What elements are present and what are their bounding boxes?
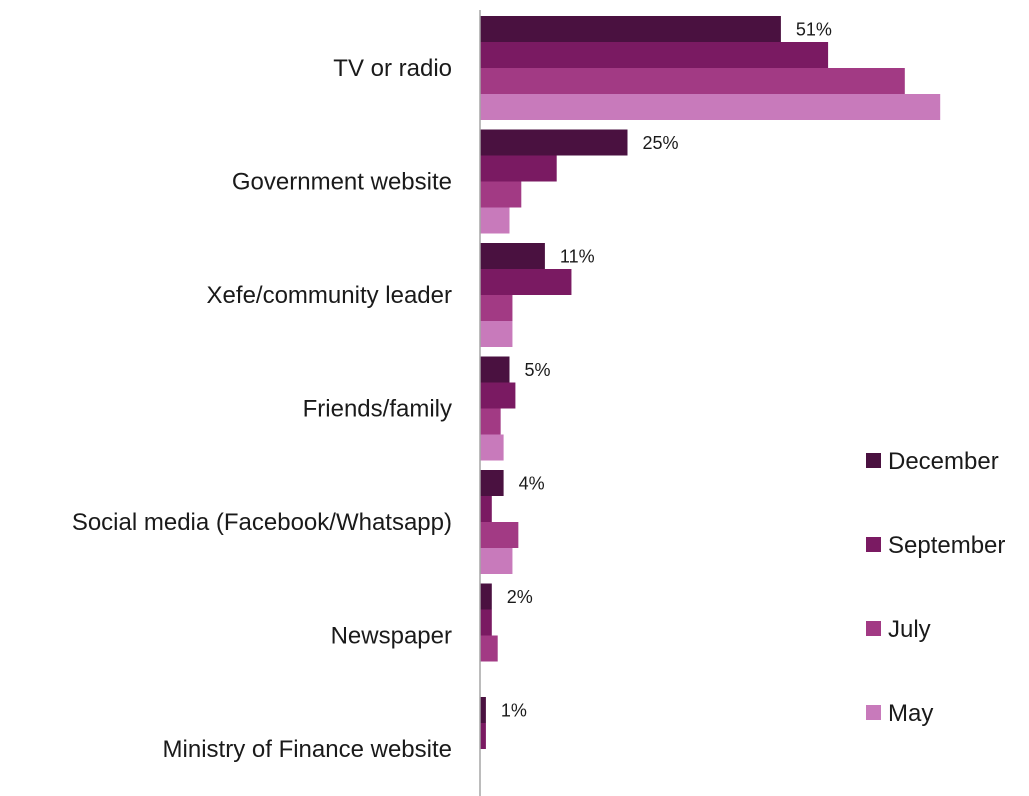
bar-july-friends-family [480, 408, 501, 435]
bar-december-xefe-community-leader [480, 243, 545, 269]
bar-december-newspaper [480, 583, 492, 610]
data-label: 25% [643, 133, 679, 153]
bars-layer [480, 16, 941, 749]
bar-december-tv-or-radio [480, 16, 781, 42]
bar-september-newspaper [480, 609, 492, 636]
bar-december-friends-family [480, 356, 510, 383]
legend: December September July May [866, 448, 1005, 727]
category-label: TV or radio [333, 55, 452, 82]
bar-may-xefe-community-leader [480, 321, 513, 347]
data-label: 4% [519, 474, 545, 494]
legend-label-may: May [888, 700, 933, 727]
legend-swatch-december [866, 453, 881, 468]
bar-september-ministry-of-finance-website [480, 723, 486, 749]
bar-july-government-website [480, 181, 522, 208]
bar-july-social-media-facebook-whatsapp [480, 522, 519, 548]
data-label: 2% [507, 587, 533, 607]
bar-july-newspaper [480, 635, 498, 662]
bar-may-friends-family [480, 434, 504, 461]
bar-september-tv-or-radio [480, 42, 829, 68]
category-label: Friends/family [303, 396, 452, 423]
legend-label-july: July [888, 616, 931, 643]
legend-swatch-july [866, 621, 881, 636]
bar-may-social-media-facebook-whatsapp [480, 548, 513, 574]
bar-july-xefe-community-leader [480, 295, 513, 321]
data-label: 51% [796, 20, 832, 40]
bar-september-friends-family [480, 382, 516, 409]
category-labels: TV or radio Government website Xefe/commun… [72, 55, 452, 763]
legend-swatch-september [866, 537, 881, 552]
category-label: Government website [232, 169, 452, 196]
category-label: Ministry of Finance website [163, 736, 452, 763]
bar-may-tv-or-radio [480, 94, 941, 120]
legend-label-december: December [888, 448, 999, 475]
data-label: 11% [560, 247, 595, 267]
bar-september-xefe-community-leader [480, 269, 572, 295]
bar-december-government-website [480, 129, 628, 156]
data-labels: 51% 25% 11% 5% 4% 2% 1% [501, 20, 832, 721]
category-label: Newspaper [331, 623, 452, 650]
data-label: 1% [501, 701, 527, 721]
category-label: Social media (Facebook/Whatsapp) [72, 509, 452, 536]
legend-swatch-may [866, 705, 881, 720]
bar-may-government-website [480, 207, 510, 234]
category-label: Xefe/community leader [207, 282, 452, 309]
bar-december-ministry-of-finance-website [480, 697, 486, 723]
bar-december-social-media-facebook-whatsapp [480, 470, 504, 496]
bar-september-social-media-facebook-whatsapp [480, 496, 492, 522]
bar-september-government-website [480, 155, 557, 182]
bar-july-tv-or-radio [480, 68, 905, 94]
data-label: 5% [525, 360, 551, 380]
legend-label-september: September [888, 532, 1005, 559]
